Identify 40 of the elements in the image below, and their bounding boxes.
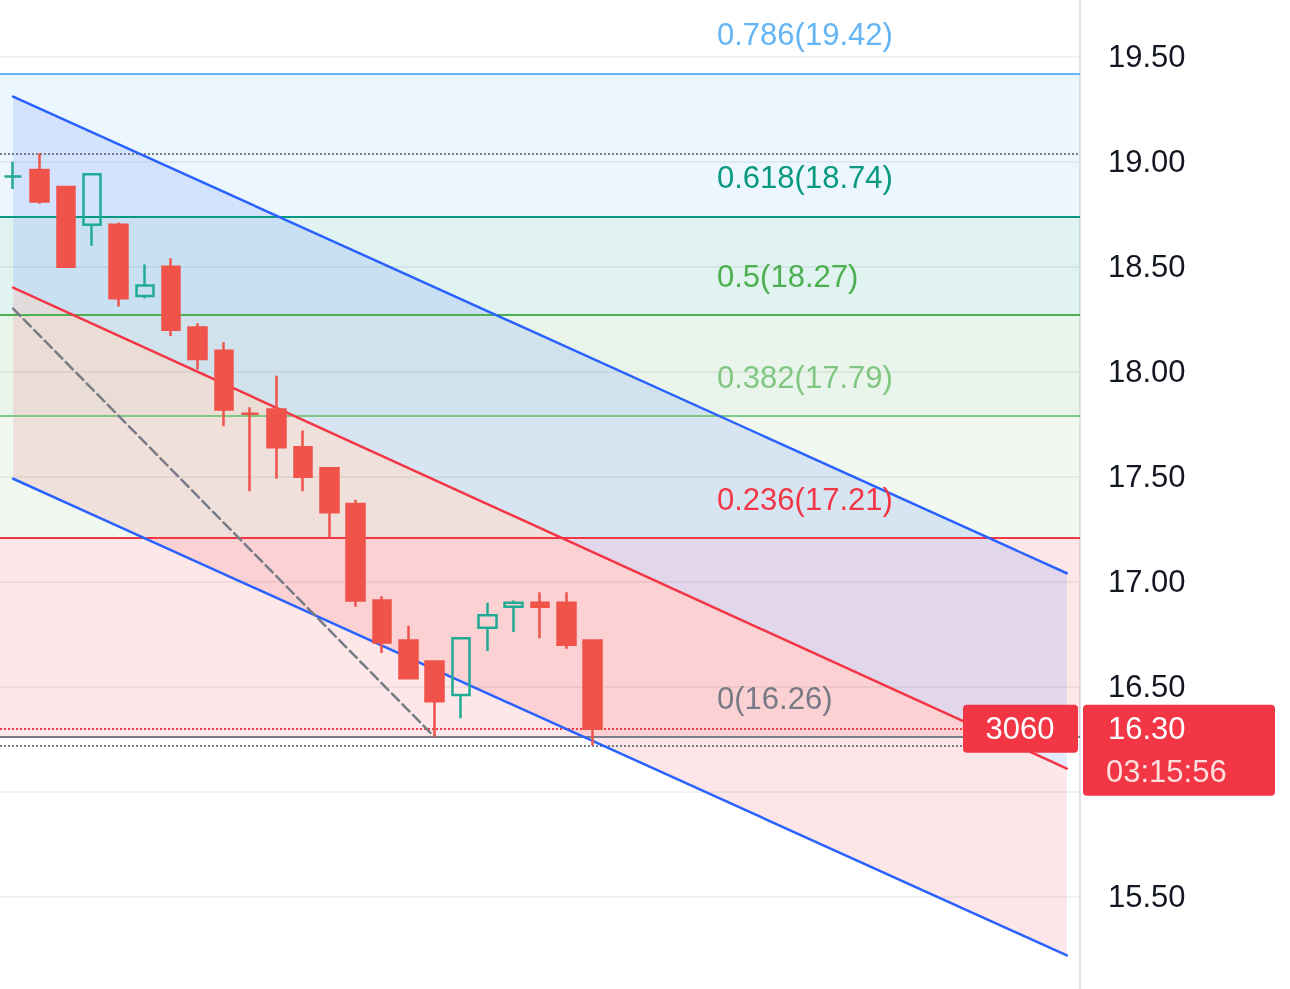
candlestick	[187, 322, 208, 371]
candlestick	[556, 590, 577, 651]
annotation: 3060	[985, 711, 1055, 747]
candlestick	[214, 341, 234, 428]
candlestick	[56, 185, 76, 268]
candlestick	[293, 429, 313, 493]
y-tick-label: 18.50	[1108, 249, 1186, 285]
text: 03:15:56	[1106, 754, 1227, 790]
y-tick-label: 18.00	[1108, 354, 1186, 390]
candlestick	[530, 590, 550, 640]
y-tick-label: 19.00	[1108, 144, 1186, 180]
candlestick	[161, 257, 181, 338]
candlestick	[582, 639, 603, 747]
y-tick-label: 16.50	[1108, 669, 1186, 705]
ref-line-label: 0.236(17.21)	[717, 481, 893, 517]
candlestick	[108, 221, 129, 308]
candlestick	[319, 467, 340, 539]
candlestick	[398, 624, 419, 680]
y-tick-label: 15.50	[1108, 879, 1186, 915]
candlestick	[345, 498, 366, 609]
candlestick	[503, 599, 524, 634]
candlestick	[3, 160, 23, 191]
ref-line-label: 0.786(19.42)	[717, 17, 893, 53]
candlestick	[240, 406, 260, 493]
candlestick	[477, 601, 498, 653]
y-tick-label: 19.50	[1108, 39, 1186, 75]
ref-line-label: 16.30	[1108, 711, 1186, 747]
candlestick	[424, 660, 445, 739]
y-tick-label: 17.50	[1108, 459, 1186, 495]
candlestick	[372, 595, 392, 655]
candlestick	[29, 152, 50, 205]
ref-line-label: 0(16.26)	[717, 681, 833, 717]
candlestick	[82, 173, 102, 247]
candlestick	[451, 637, 471, 720]
candlestick	[266, 374, 287, 480]
y-tick-label: 17.00	[1108, 564, 1186, 600]
ref-line-label: 0.5(18.27)	[717, 258, 859, 294]
candlestick	[135, 263, 155, 300]
ref-line-label: 0.382(17.79)	[717, 359, 893, 395]
ref-line-label: 0.618(18.74)	[717, 160, 893, 196]
